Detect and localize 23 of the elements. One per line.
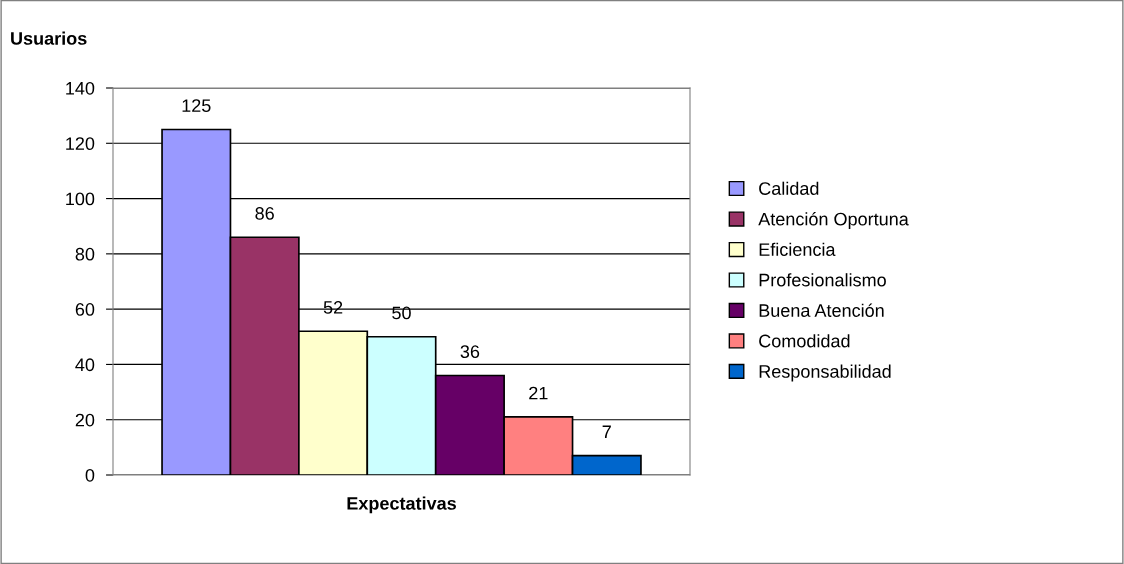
data-label: 21	[529, 386, 548, 400]
x-axis-title: Expectativas	[347, 496, 456, 514]
data-label: 86	[255, 207, 274, 220]
legend-label: Profesionalismo	[759, 273, 886, 287]
legend-label: Eficiencia	[759, 242, 836, 256]
chart-title: Usuarios	[11, 31, 87, 45]
legend-label: Calidad	[759, 181, 819, 195]
y-tick-label: 20	[75, 413, 95, 427]
data-label: 36	[460, 345, 480, 359]
y-tick-label: 0	[85, 468, 95, 482]
data-label: 125	[182, 99, 211, 113]
legend-label: Atención Oportuna	[758, 212, 909, 230]
legend-label: Responsabilidad	[759, 364, 891, 382]
y-tick-label: 60	[75, 303, 95, 316]
y-tick-label: 80	[75, 247, 95, 261]
legend-label: Comodidad	[759, 334, 850, 348]
y-tick-label: 140	[66, 81, 95, 95]
y-tick-label: 100	[66, 192, 95, 206]
data-label: 50	[392, 306, 411, 320]
y-tick-label: 120	[66, 137, 95, 151]
data-label: 7	[602, 425, 611, 439]
y-tick-label: 40	[75, 358, 95, 372]
legend-label: Buena Atención	[759, 303, 884, 317]
